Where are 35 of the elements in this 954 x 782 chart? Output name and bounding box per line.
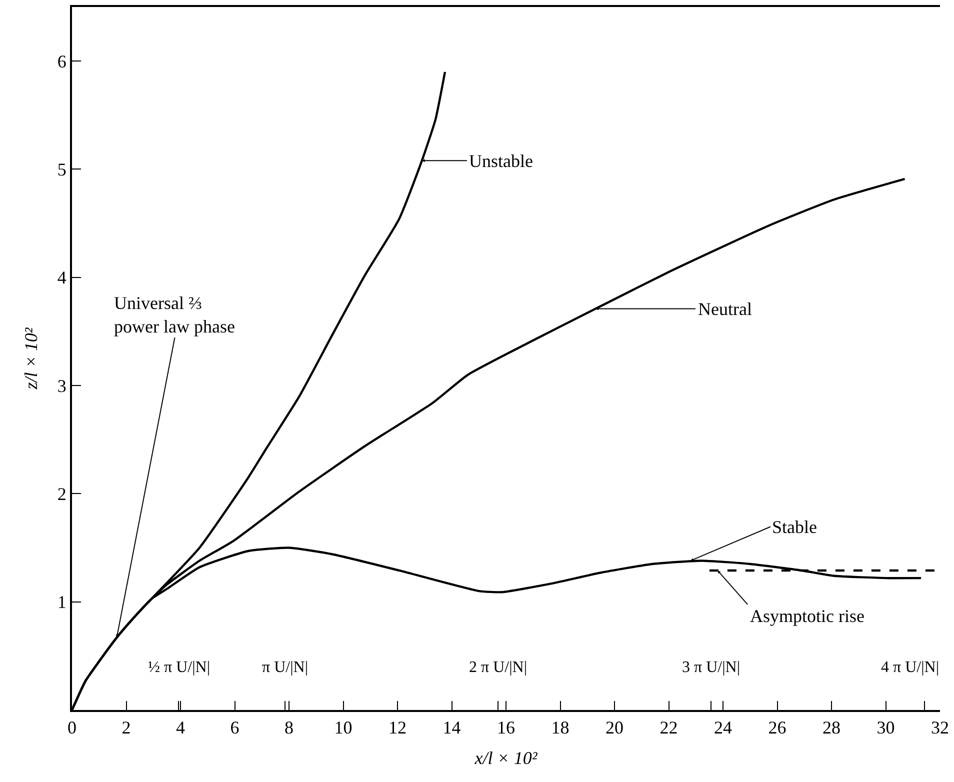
y-tick-label: 3	[57, 376, 66, 396]
x-axis-title: x/l × 10²	[474, 748, 538, 768]
x-tick-label: 32	[931, 718, 949, 738]
x-tick-label: 6	[230, 718, 240, 738]
x-tick-label: 8	[284, 718, 294, 738]
x-tick-label: 4	[176, 718, 185, 738]
x-tick-label: 24	[714, 718, 732, 738]
x-tick-label: 30	[876, 718, 895, 738]
y-tick-label: 5	[57, 160, 66, 180]
x-tick-label: 0	[68, 718, 76, 738]
annotation: 2 π U/|N|	[469, 659, 528, 676]
annotation: π U/|N|	[262, 659, 308, 676]
annotation: Neutral	[698, 299, 752, 319]
y-tick-label: 4	[57, 268, 66, 288]
x-tick-label: 12	[388, 718, 406, 738]
x-tick-label: 16	[497, 718, 515, 738]
y-axis-title: z/l × 10²	[21, 327, 42, 390]
annotation: Universal ⅔ power law phase	[114, 293, 235, 336]
x-tick-label: 28	[822, 718, 840, 738]
annotation: Asymptotic rise	[750, 606, 864, 626]
y-tick-label: 1	[57, 592, 66, 612]
x-tick-label: 26	[768, 718, 786, 738]
x-tick-label: 20	[606, 718, 624, 738]
x-tick-label: 14	[442, 718, 461, 738]
x-tick-label: 22	[660, 718, 678, 738]
x-tick-label: 18	[551, 718, 570, 738]
y-tick-label: 6	[57, 51, 66, 72]
annotation: ½ π U/|N|	[148, 659, 210, 676]
annotation: Stable	[772, 517, 817, 537]
annotation: Unstable	[469, 151, 533, 171]
y-tick-label: 2	[57, 484, 66, 504]
x-tick-label: 10	[334, 718, 352, 738]
annotation: 3 π U/|N|	[682, 659, 740, 676]
x-tick-label: 2	[122, 718, 131, 738]
annotation: 4 π U/|N|	[881, 659, 940, 676]
